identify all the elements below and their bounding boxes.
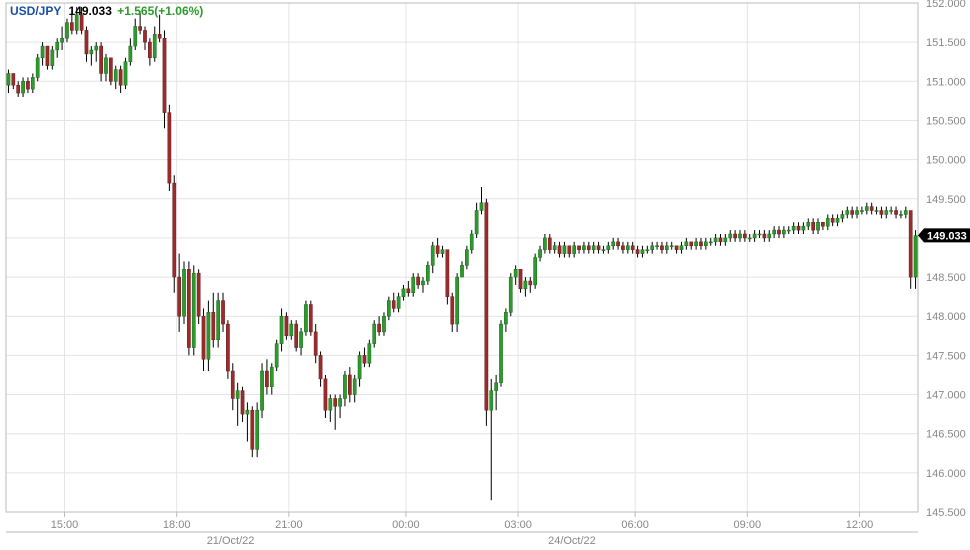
svg-text:148.500: 148.500: [926, 272, 966, 284]
svg-text:146.500: 146.500: [926, 429, 966, 441]
svg-text:21:00: 21:00: [275, 519, 303, 531]
svg-text:06:00: 06:00: [621, 519, 649, 531]
svg-text:03:00: 03:00: [504, 519, 532, 531]
svg-text:15:00: 15:00: [51, 519, 79, 531]
svg-text:148.000: 148.000: [926, 311, 966, 323]
svg-text:00:00: 00:00: [392, 519, 420, 531]
last-price: 149.033: [68, 4, 111, 18]
svg-text:151.000: 151.000: [926, 76, 966, 88]
svg-text:18:00: 18:00: [163, 519, 191, 531]
svg-text:24/Oct/22: 24/Oct/22: [548, 535, 596, 547]
chart-header: USD/JPY 149.033 +1.565(+1.06%): [10, 4, 203, 18]
svg-text:146.000: 146.000: [926, 468, 966, 480]
svg-text:145.500: 145.500: [926, 507, 966, 519]
svg-text:09:00: 09:00: [734, 519, 762, 531]
svg-text:151.500: 151.500: [926, 37, 966, 49]
svg-text:147.000: 147.000: [926, 390, 966, 402]
svg-text:149.033: 149.033: [927, 230, 967, 242]
symbol-pair: USD/JPY: [10, 4, 61, 18]
svg-text:150.000: 150.000: [926, 155, 966, 167]
svg-text:152.000: 152.000: [926, 0, 966, 10]
svg-text:21/Oct/22: 21/Oct/22: [207, 535, 255, 547]
svg-text:149.500: 149.500: [926, 194, 966, 206]
svg-text:147.500: 147.500: [926, 350, 966, 362]
chart-svg: 145.500 146.000 146.500 147.000 147.500 148.0…: [0, 0, 970, 550]
svg-text:12:00: 12:00: [846, 519, 874, 531]
candlestick-chart-container: USD/JPY 149.033 +1.565(+1.06%) 145.50014…: [0, 0, 970, 550]
svg-text:150.500: 150.500: [926, 115, 966, 127]
price-change: +1.565(+1.06%): [117, 4, 203, 18]
